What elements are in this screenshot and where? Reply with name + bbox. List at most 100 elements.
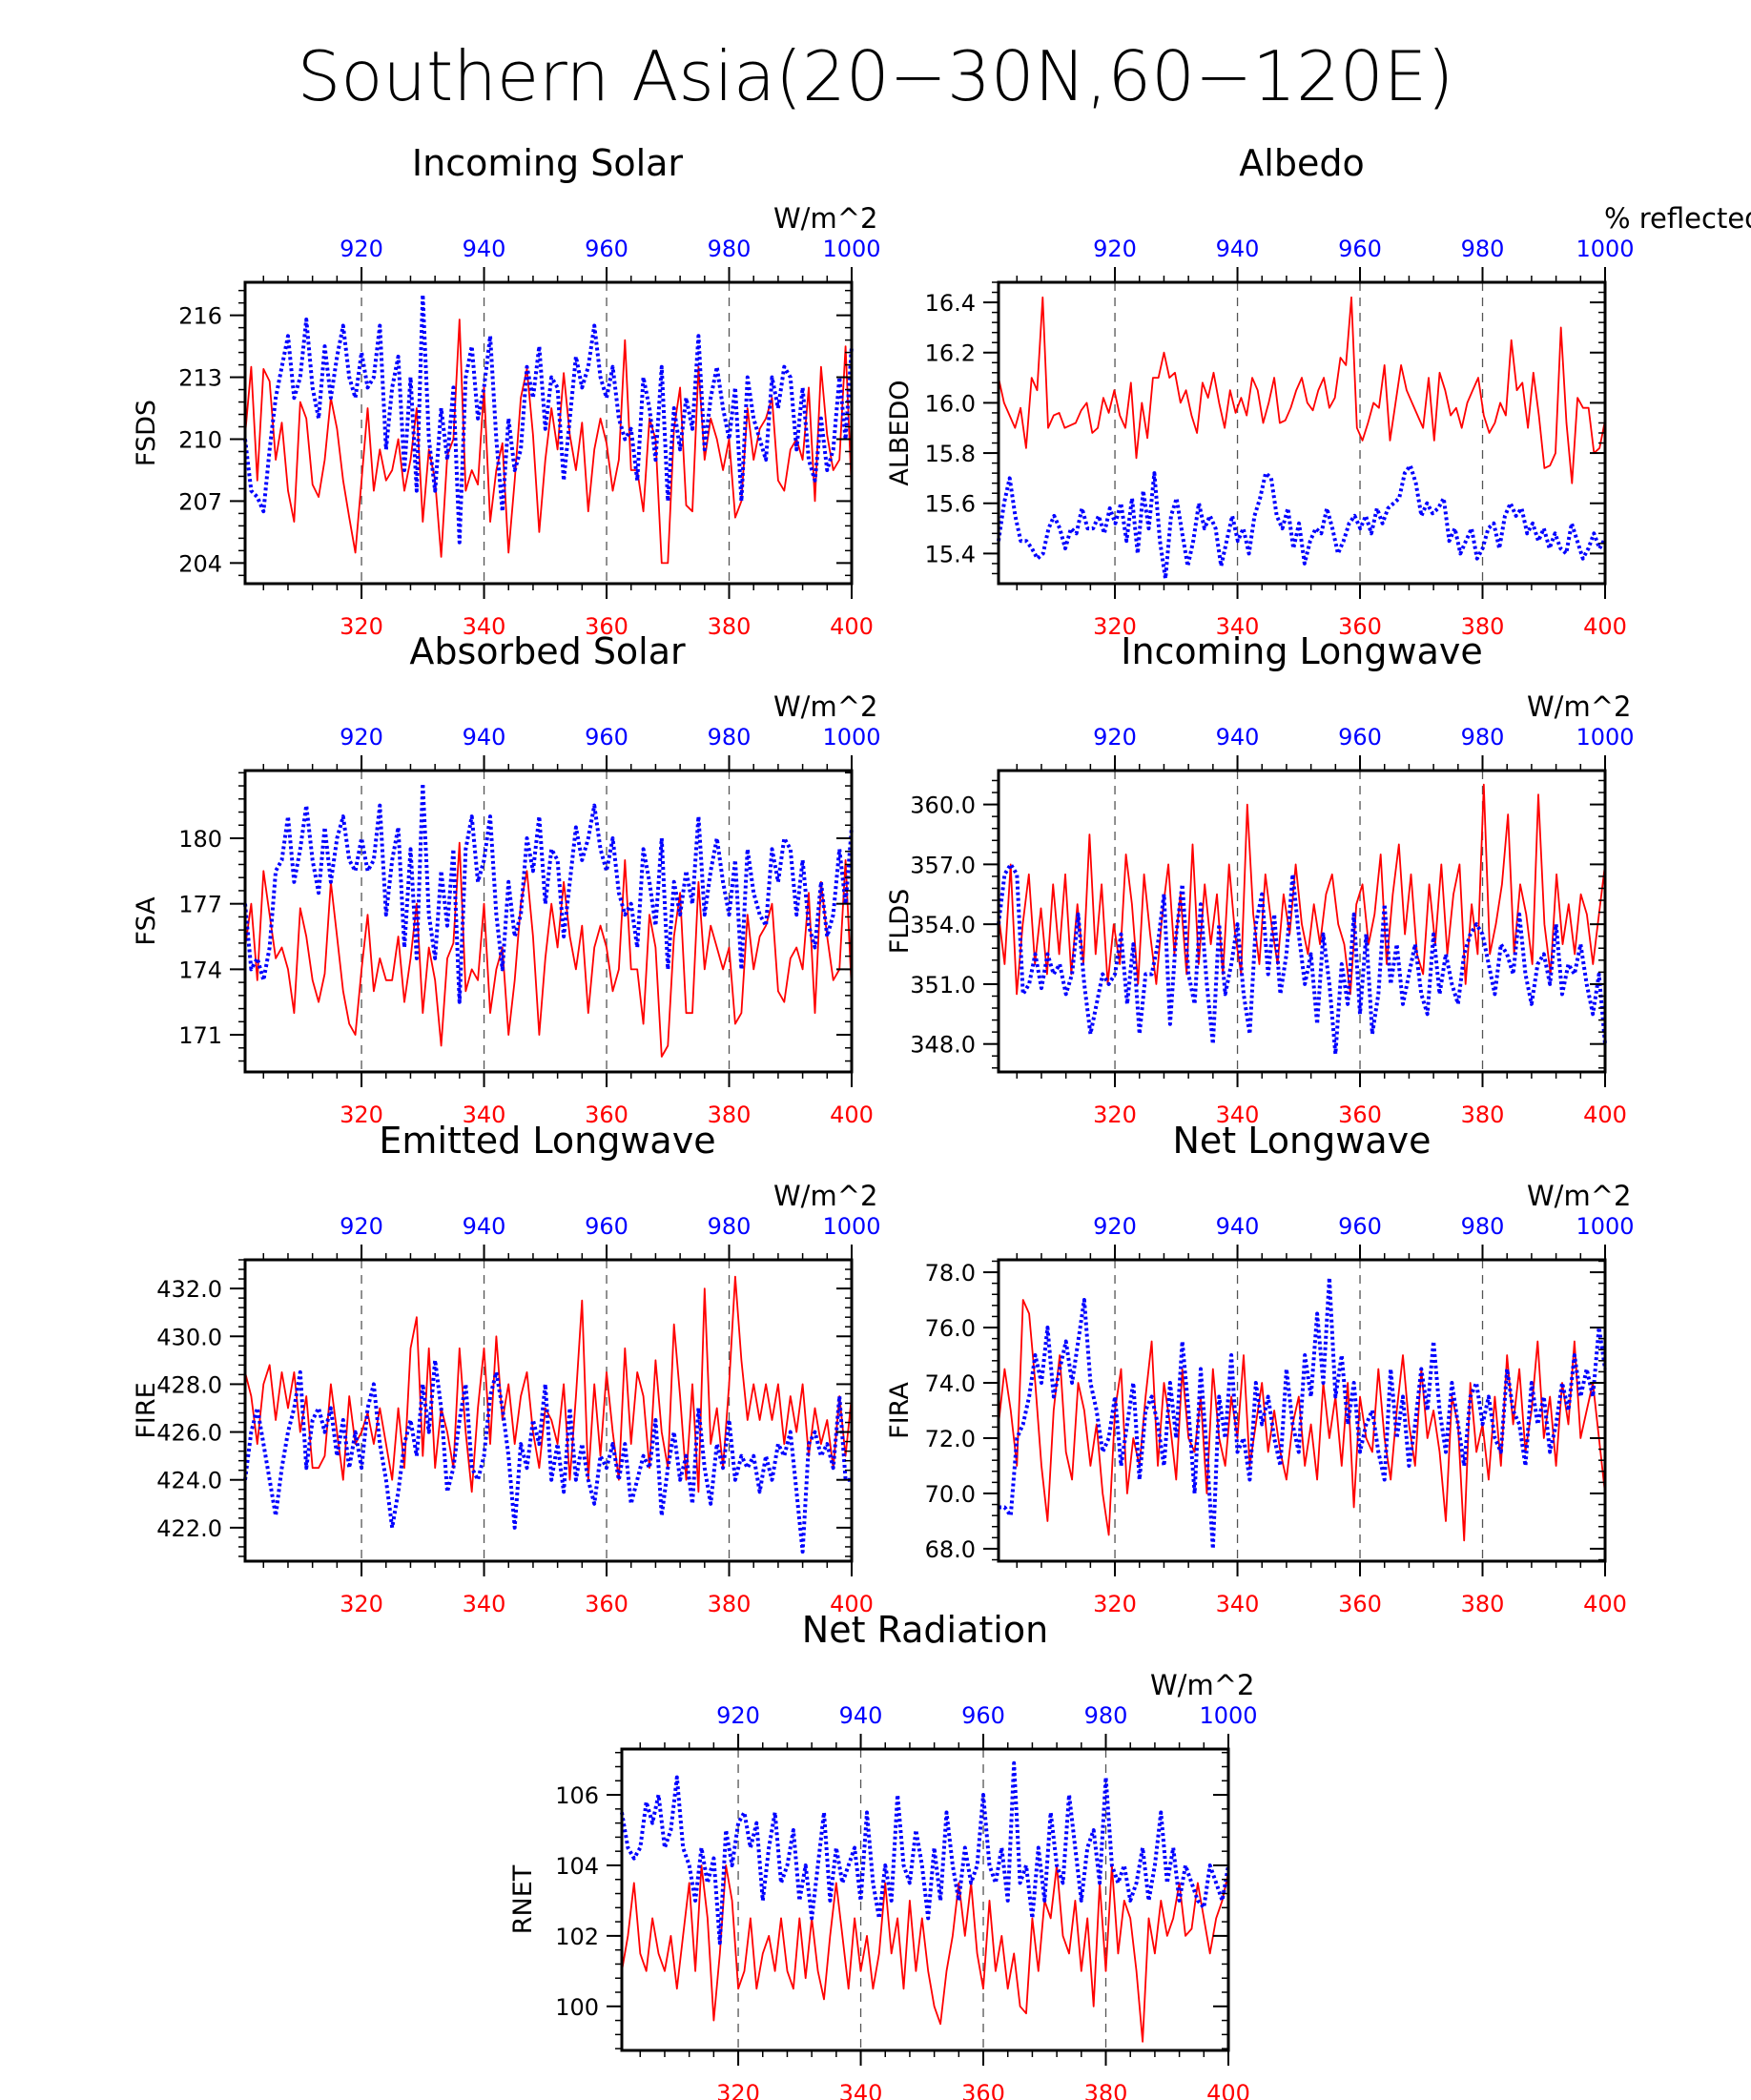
units-label: W/m^2	[1527, 690, 1631, 723]
top-x-tick-label: 940	[1216, 724, 1260, 751]
bottom-x-tick-label: 340	[839, 2080, 883, 2100]
top-x-tick-label: 960	[961, 1702, 1005, 1729]
top-x-tick-label: 980	[1461, 724, 1505, 751]
series-line-bottom-axis	[244, 841, 853, 1058]
bottom-x-tick-label: 340	[463, 1101, 506, 1128]
plot-frame	[243, 280, 854, 586]
bottom-x-tick-label: 340	[1216, 1101, 1260, 1128]
y-tick-label: 177	[178, 892, 222, 918]
y-tick-label: 15.4	[925, 541, 976, 567]
plot-frame	[243, 1258, 854, 1563]
y-tick-label: 16.0	[925, 390, 976, 417]
top-x-tick-label: 920	[340, 1213, 383, 1240]
y-tick-label: 428.0	[156, 1371, 222, 1398]
top-x-tick-label: 940	[463, 1213, 506, 1240]
panel-title: Albedo	[1239, 142, 1364, 184]
panel-rnet: Net Radiation W/m^2 100 102 104 106 RNET 320 340…	[508, 1609, 1258, 2100]
units-label: W/m^2	[1527, 1180, 1631, 1212]
top-x-tick-label: 960	[585, 236, 628, 262]
top-x-tick-label: 980	[708, 724, 752, 751]
series-line-top-axis	[243, 1358, 852, 1554]
y-tick-label: 174	[178, 957, 222, 983]
y-tick-label: 432.0	[156, 1276, 222, 1303]
top-x-tick-label: 1000	[822, 236, 880, 262]
series-line-top-axis	[999, 1275, 1607, 1551]
bottom-x-tick-label: 400	[830, 613, 874, 640]
y-tick-label: 72.0	[925, 1426, 976, 1452]
bottom-x-tick-label: 320	[1093, 1101, 1137, 1128]
y-tick-label: 424.0	[156, 1468, 222, 1494]
y-tick-label: 354.0	[910, 912, 976, 938]
y-tick-label: 16.4	[925, 290, 976, 317]
bottom-x-tick-label: 380	[1084, 2080, 1128, 2100]
plot-frame	[997, 1258, 1607, 1563]
bottom-x-tick-label: 400	[1583, 1101, 1627, 1128]
y-axis-label: FIRA	[885, 1382, 915, 1439]
bottom-x-tick-label: 380	[708, 1591, 752, 1617]
series-line-bottom-axis	[998, 783, 1606, 996]
bottom-x-tick-label: 380	[708, 613, 752, 640]
top-x-tick-label: 960	[585, 1213, 628, 1240]
y-tick-label: 351.0	[910, 972, 976, 999]
y-tick-label: 16.2	[925, 340, 976, 367]
bottom-x-tick-label: 360	[961, 2080, 1005, 2100]
bottom-x-tick-label: 380	[1461, 1591, 1505, 1617]
y-tick-label: 348.0	[910, 1032, 976, 1059]
panel-flds: Incoming Longwave W/m^2 348.0 351.0 354.0 357…	[885, 630, 1635, 1128]
bottom-x-tick-label: 320	[340, 1101, 383, 1128]
y-axis-label: FLDS	[885, 889, 915, 955]
y-tick-label: 68.0	[925, 1536, 976, 1563]
bottom-x-tick-label: 360	[1338, 1101, 1382, 1128]
bottom-x-tick-label: 400	[1583, 613, 1627, 640]
y-tick-label: 360.0	[910, 793, 976, 819]
y-tick-label: 213	[178, 365, 222, 392]
top-x-tick-label: 940	[1216, 1213, 1260, 1240]
bottom-x-tick-label: 360	[585, 613, 628, 640]
top-x-tick-label: 1000	[822, 724, 880, 751]
top-x-tick-label: 920	[716, 1702, 760, 1729]
y-tick-label: 76.0	[925, 1315, 976, 1342]
top-x-tick-label: 940	[1216, 236, 1260, 262]
y-tick-label: 15.6	[925, 491, 976, 518]
y-axis-label: ALBEDO	[885, 380, 915, 485]
y-axis-label: FSA	[132, 896, 161, 946]
top-x-tick-label: 940	[839, 1702, 883, 1729]
top-x-tick-label: 1000	[1576, 724, 1634, 751]
bottom-x-tick-label: 360	[1338, 1591, 1382, 1617]
plot-frame	[243, 769, 854, 1074]
top-x-tick-label: 980	[708, 1213, 752, 1240]
series-line-top-axis	[997, 463, 1607, 581]
top-x-tick-label: 980	[1461, 1213, 1505, 1240]
panel-title: Net Longwave	[1173, 1120, 1432, 1162]
bottom-x-tick-label: 320	[716, 2080, 760, 2100]
series-line-bottom-axis	[998, 296, 1606, 484]
y-tick-label: 104	[555, 1853, 599, 1880]
y-axis-label: FIRE	[132, 1382, 161, 1438]
plot-frame	[997, 769, 1607, 1074]
top-x-tick-label: 980	[1461, 236, 1505, 262]
y-tick-label: 204	[178, 550, 222, 577]
top-x-tick-label: 960	[1338, 236, 1382, 262]
y-tick-label: 357.0	[910, 852, 976, 878]
units-label: % reflected	[1604, 202, 1751, 235]
bottom-x-tick-label: 380	[1461, 1101, 1505, 1128]
bottom-x-tick-label: 340	[1216, 1591, 1260, 1617]
y-axis-label: RNET	[508, 1864, 538, 1934]
series-line-bottom-axis	[621, 1864, 1229, 2043]
bottom-x-tick-label: 360	[585, 1101, 628, 1128]
bottom-x-tick-label: 320	[340, 1591, 383, 1617]
bottom-x-tick-label: 360	[1338, 613, 1382, 640]
y-tick-label: 207	[178, 488, 222, 515]
plot-frame	[620, 1747, 1230, 2052]
bottom-x-tick-label: 320	[1093, 1591, 1137, 1617]
bottom-x-tick-label: 400	[1206, 2080, 1250, 2100]
top-x-tick-label: 960	[1338, 724, 1382, 751]
units-label: W/m^2	[773, 690, 877, 723]
y-tick-label: 180	[178, 826, 222, 853]
top-x-tick-label: 1000	[822, 1213, 880, 1240]
panel-albedo: Albedo % reflected 15.4 15.6 15.8 16.0 16.2 16.…	[885, 142, 1751, 640]
y-tick-label: 74.0	[925, 1370, 976, 1397]
y-tick-label: 422.0	[156, 1515, 222, 1542]
y-tick-label: 78.0	[925, 1260, 976, 1287]
